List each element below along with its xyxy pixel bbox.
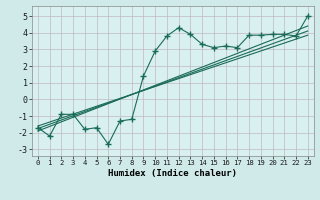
X-axis label: Humidex (Indice chaleur): Humidex (Indice chaleur) xyxy=(108,169,237,178)
